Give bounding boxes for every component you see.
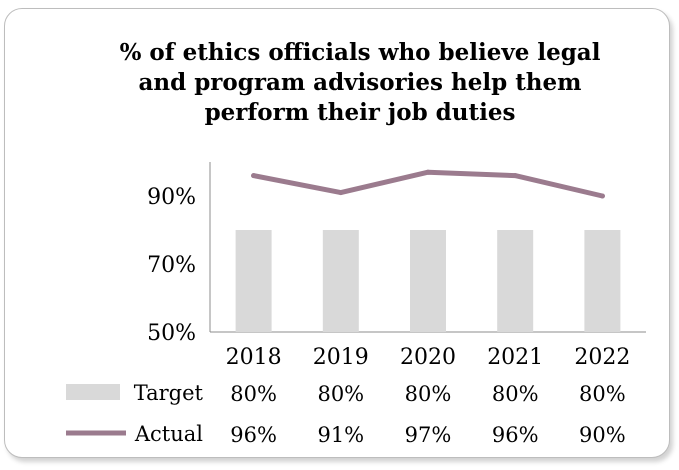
- target-value-cell: 80%: [230, 382, 277, 406]
- y-tick-label: 50%: [147, 321, 196, 346]
- x-tick-label: 2019: [313, 345, 369, 370]
- target-value-cell: 80%: [579, 382, 626, 406]
- y-tick-label: 70%: [147, 253, 196, 278]
- actual-point: [425, 169, 431, 175]
- legend-actual-label: Actual: [134, 422, 203, 446]
- target-value-cell: 80%: [317, 382, 364, 406]
- actual-point: [512, 173, 518, 179]
- actual-point: [338, 190, 344, 196]
- x-tick-label: 2018: [226, 345, 282, 370]
- legend-target-label: Target: [134, 381, 204, 405]
- actual-value-cell: 97%: [405, 423, 452, 447]
- legend-target-swatch: [66, 384, 120, 400]
- target-value-cell: 80%: [405, 382, 452, 406]
- target-bar: [584, 230, 621, 332]
- target-bar: [497, 230, 534, 332]
- y-tick-label: 90%: [147, 185, 196, 210]
- x-tick-label: 2020: [400, 345, 456, 370]
- actual-value-cell: 96%: [230, 423, 277, 447]
- actual-value-cell: 91%: [317, 423, 364, 447]
- actual-point: [251, 173, 257, 179]
- x-tick-label: 2022: [574, 345, 630, 370]
- target-bar: [410, 230, 446, 332]
- target-bar: [235, 230, 272, 332]
- actual-value-cell: 90%: [579, 423, 626, 447]
- actual-value-cell: 96%: [492, 423, 539, 447]
- actual-series-line: [251, 169, 605, 199]
- chart-title: % of ethics officials who believe legal …: [119, 39, 601, 126]
- x-tick-label: 2021: [487, 345, 543, 370]
- actual-point: [599, 193, 605, 199]
- target-value-cell: 80%: [492, 382, 539, 406]
- target-bar: [322, 230, 359, 332]
